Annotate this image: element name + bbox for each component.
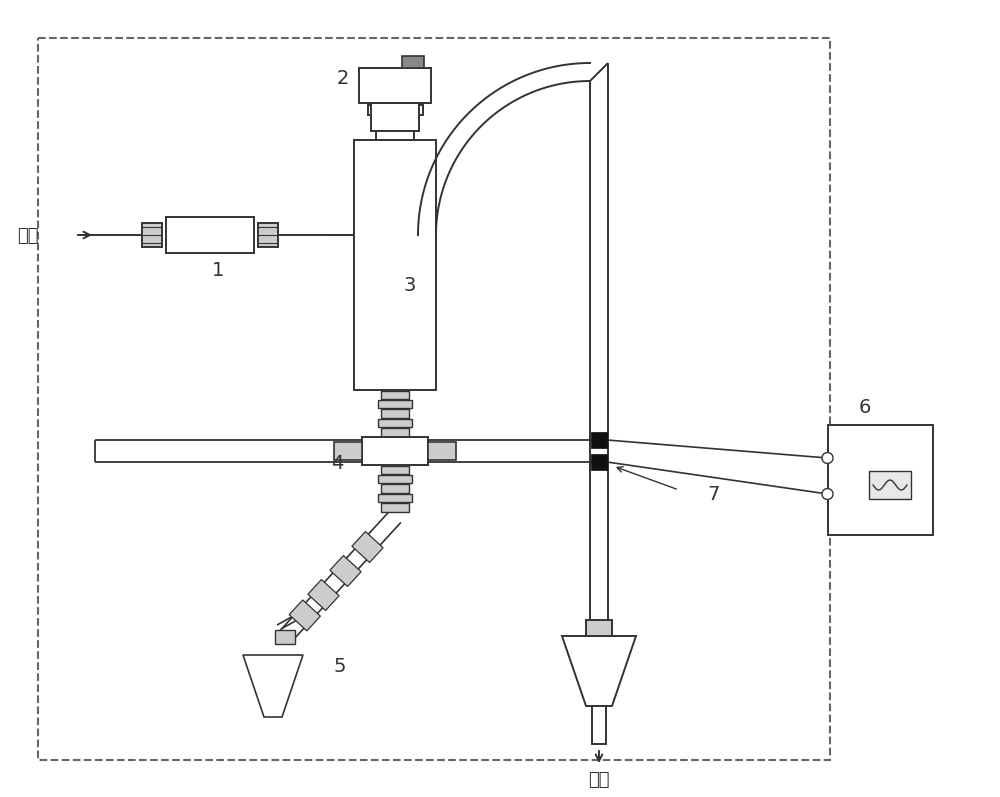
Bar (376, 118, 414, 140)
Bar (592, 706, 606, 744)
Bar (166, 217, 254, 253)
Bar (428, 442, 456, 460)
Bar (381, 503, 409, 512)
Bar (402, 56, 424, 68)
Circle shape (822, 489, 833, 500)
Bar (591, 432, 607, 448)
Bar (381, 465, 409, 474)
Circle shape (822, 453, 833, 464)
Bar (378, 493, 412, 502)
Bar (591, 454, 607, 470)
Text: 3: 3 (404, 276, 416, 295)
Bar (381, 428, 409, 437)
Bar (362, 437, 428, 465)
Bar (359, 68, 431, 103)
Polygon shape (289, 600, 320, 631)
Text: 6: 6 (859, 398, 871, 417)
Bar (381, 485, 409, 493)
Text: 1: 1 (212, 261, 224, 281)
Bar (378, 475, 412, 483)
Bar (368, 105, 422, 115)
Bar (828, 425, 932, 535)
Polygon shape (243, 655, 303, 717)
Text: 2: 2 (337, 69, 349, 88)
Bar (586, 620, 612, 636)
Polygon shape (562, 636, 636, 706)
Bar (38, 38, 830, 760)
Polygon shape (352, 532, 383, 563)
Bar (371, 103, 419, 131)
Bar (869, 471, 911, 499)
Text: 出液: 出液 (588, 771, 610, 789)
Polygon shape (330, 556, 361, 587)
Bar (354, 140, 436, 390)
Bar (258, 223, 278, 247)
Bar (378, 400, 412, 408)
Bar (378, 418, 412, 427)
Text: 5: 5 (334, 658, 346, 677)
Bar (334, 442, 362, 460)
Text: 进液: 进液 (17, 227, 39, 245)
Polygon shape (308, 579, 339, 611)
Bar (381, 391, 409, 399)
Bar (142, 223, 162, 247)
Text: 4: 4 (331, 453, 343, 473)
Bar (381, 410, 409, 418)
Bar (275, 630, 295, 644)
Text: 7: 7 (708, 485, 720, 504)
